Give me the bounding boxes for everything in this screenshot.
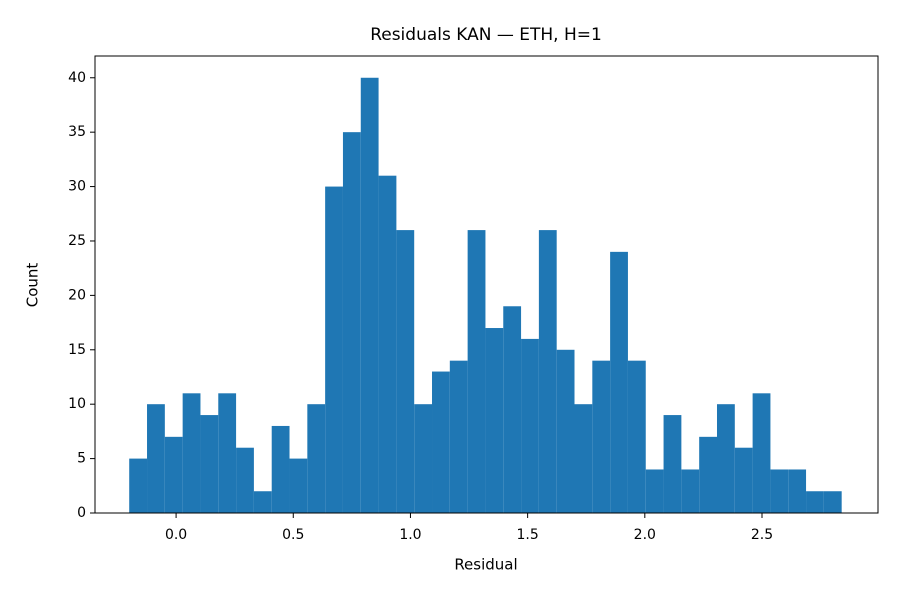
bar <box>716 404 735 513</box>
bar <box>432 371 450 513</box>
x-axis-label: Residual <box>454 556 517 574</box>
bar <box>325 186 343 514</box>
bar <box>734 447 753 513</box>
bar <box>236 447 254 513</box>
bar <box>788 469 807 513</box>
bar <box>129 458 148 513</box>
bar <box>182 393 201 513</box>
bar <box>218 393 237 513</box>
y-tick-label: 20 <box>68 287 86 303</box>
bar <box>164 436 183 513</box>
bar <box>699 436 717 513</box>
x-tick-label: 2.5 <box>751 527 773 543</box>
x-tick-label: 0.5 <box>282 527 304 543</box>
y-axis-label: Count <box>24 263 42 308</box>
bar <box>574 404 593 513</box>
bar <box>396 230 415 513</box>
bar <box>414 404 433 513</box>
bar <box>627 360 646 513</box>
bar <box>307 404 326 513</box>
bar <box>342 132 361 513</box>
bar <box>823 491 842 513</box>
y-tick-label: 5 <box>77 451 86 467</box>
x-tick-label: 2.0 <box>634 527 656 543</box>
bar <box>663 415 682 513</box>
bar <box>360 77 379 513</box>
plot-frame <box>94 55 879 514</box>
y-tick-label: 40 <box>68 70 86 86</box>
bar <box>806 491 824 513</box>
bar <box>592 360 611 513</box>
bar <box>200 415 219 513</box>
chart-title: Residuals KAN — ETH, H=1 <box>370 25 602 45</box>
bar <box>770 469 789 513</box>
x-tick-label: 0.0 <box>165 527 187 543</box>
bar <box>253 491 272 513</box>
y-tick-label: 15 <box>68 342 86 358</box>
y-tick-label: 30 <box>68 179 86 195</box>
y-tick-label: 25 <box>68 233 86 249</box>
bar <box>378 175 397 513</box>
bar <box>681 469 700 513</box>
bar <box>521 338 539 513</box>
x-tick-label: 1.5 <box>516 527 538 543</box>
bar <box>503 306 522 513</box>
bar <box>289 458 308 513</box>
bar <box>538 230 557 513</box>
y-tick-label: 0 <box>77 505 86 521</box>
y-tick-label: 10 <box>68 396 86 412</box>
bar <box>467 230 486 513</box>
y-tick-label: 35 <box>68 124 86 140</box>
bar <box>147 404 165 513</box>
bar <box>752 393 771 513</box>
bar <box>645 469 664 513</box>
bar <box>556 349 575 513</box>
bar <box>485 328 504 513</box>
bar <box>271 425 290 513</box>
bar <box>449 360 468 513</box>
bar <box>610 251 628 513</box>
x-tick-label: 1.0 <box>399 527 421 543</box>
